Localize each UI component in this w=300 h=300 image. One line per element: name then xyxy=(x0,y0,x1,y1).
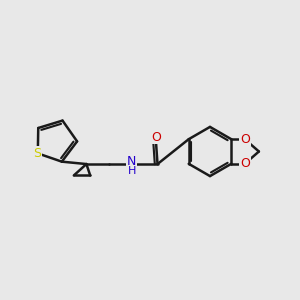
Text: O: O xyxy=(151,131,161,144)
Text: O: O xyxy=(240,133,250,146)
Text: O: O xyxy=(240,157,250,170)
Text: N: N xyxy=(127,155,136,168)
Text: S: S xyxy=(33,147,41,160)
Text: H: H xyxy=(128,166,136,176)
